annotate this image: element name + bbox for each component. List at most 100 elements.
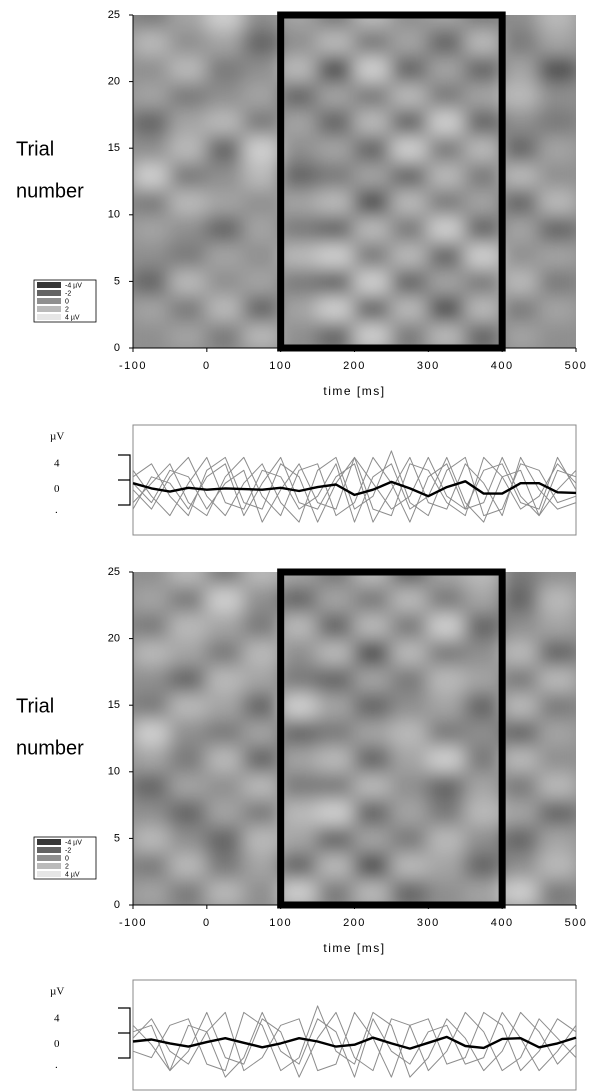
heatmap-cell	[133, 584, 171, 613]
heatmap-cell	[205, 824, 245, 853]
y-tick-label: 0	[114, 342, 120, 354]
heatmap-cell	[242, 240, 282, 270]
heatmap-cell	[205, 53, 245, 83]
heatmap-cell	[427, 133, 467, 163]
y-tick-label: 25	[108, 566, 120, 578]
heatmap-cell	[501, 690, 541, 720]
legend-swatch	[37, 871, 61, 877]
heatmap-cell	[501, 797, 541, 827]
heatmap-cell	[538, 133, 576, 163]
x-tick-label: 100	[269, 917, 292, 929]
heatmap-cell	[464, 320, 504, 348]
heatmap-cell	[390, 213, 430, 243]
heatmap-cell	[390, 53, 430, 83]
heatmap-cell	[427, 584, 467, 613]
heatmap-cell	[501, 664, 541, 693]
heatmap-cell	[205, 160, 245, 190]
heatmap-cell	[316, 717, 356, 747]
y-tick-label: 4	[54, 1012, 60, 1024]
heatmap-cell	[464, 267, 504, 296]
heatmap-cell	[316, 80, 356, 110]
legend-swatch	[37, 863, 61, 869]
heatmap-cell	[168, 320, 208, 348]
heatmap-cell	[168, 770, 208, 800]
heatmap-cell	[390, 770, 430, 800]
heatmap-cell	[353, 850, 393, 880]
x-tick-label: 500	[565, 917, 588, 929]
legend-swatch	[37, 306, 61, 312]
heatmap-cell	[279, 770, 319, 800]
heatmap-cell	[390, 293, 430, 323]
heatmap-cell	[427, 80, 467, 110]
heatmap-cell	[316, 797, 356, 827]
heatmap-cell	[279, 107, 319, 136]
heatmap-cell	[279, 584, 319, 613]
y-tick-label: 20	[108, 633, 120, 645]
x-tick-label: 500	[565, 360, 588, 372]
legend-swatch	[37, 839, 61, 845]
heatmap-cell	[316, 187, 356, 216]
heatmap-cell	[501, 240, 541, 270]
heatmap-cell	[316, 824, 356, 853]
heatmap-cell	[242, 744, 282, 773]
heatmap-cell	[133, 160, 171, 190]
heatmap-cell	[464, 293, 504, 323]
heatmap-cell	[538, 770, 576, 800]
heatmap-cell	[538, 850, 576, 880]
heatmap-cell	[501, 572, 541, 587]
heatmap-cell	[538, 160, 576, 190]
heatmap-cells	[133, 15, 576, 348]
trial-line	[132, 450, 577, 523]
heatmap-cell	[390, 27, 430, 56]
heatmap-cell	[168, 877, 208, 905]
heatmap-cell	[353, 213, 393, 243]
heatmap-cell	[390, 850, 430, 880]
heatmap	[133, 15, 576, 348]
heatmap-cell	[279, 637, 319, 667]
x-tick-label: 300	[417, 917, 440, 929]
heatmap-cells	[133, 572, 576, 905]
heatmap-cell	[501, 293, 541, 323]
heatmap-cell	[316, 320, 356, 348]
heatmap-cell	[205, 877, 245, 905]
traces	[132, 450, 577, 523]
heatmap-cell	[427, 637, 467, 667]
heatmap-cell	[279, 610, 319, 640]
heatmap-cell	[133, 80, 171, 110]
heatmap-cell	[464, 53, 504, 83]
heatmap-cell	[133, 610, 171, 640]
heatmap-cell	[133, 187, 171, 216]
average-line	[132, 480, 577, 498]
heatmap-cell	[464, 240, 504, 270]
heatmap-cell	[279, 267, 319, 296]
heatmap-cell	[464, 160, 504, 190]
heatmap-cell	[205, 690, 245, 720]
legend-swatch	[37, 847, 61, 853]
legend-label: 4 µV	[65, 871, 80, 878]
heatmap-cell	[316, 27, 356, 56]
y-tick-label: 15	[108, 142, 120, 154]
heatmap-cell	[353, 637, 393, 667]
heatmap-cell	[279, 27, 319, 56]
heatmap-cell	[464, 824, 504, 853]
heatmap-cell	[390, 267, 430, 296]
heatmap-cell	[427, 797, 467, 827]
heatmap-cell	[390, 797, 430, 827]
heatmap-cell	[427, 744, 467, 773]
y-axis-title: number	[16, 180, 84, 202]
heatmap-cell	[316, 267, 356, 296]
heatmap-cell	[205, 797, 245, 827]
y-tick-label: 10	[108, 209, 120, 221]
heatmap-cell	[205, 610, 245, 640]
heatmap-cell	[205, 187, 245, 216]
heatmap-cell	[316, 133, 356, 163]
x-tick-label: 300	[417, 360, 440, 372]
heatmap-cell	[205, 637, 245, 667]
legend-swatch	[37, 282, 61, 288]
heatmap-cell	[501, 824, 541, 853]
heatmap-cell	[390, 877, 430, 905]
heatmap-cell	[205, 15, 245, 30]
heatmap-cell	[133, 664, 171, 693]
heatmap-cell	[353, 717, 393, 747]
heatmap-cell	[279, 15, 319, 30]
